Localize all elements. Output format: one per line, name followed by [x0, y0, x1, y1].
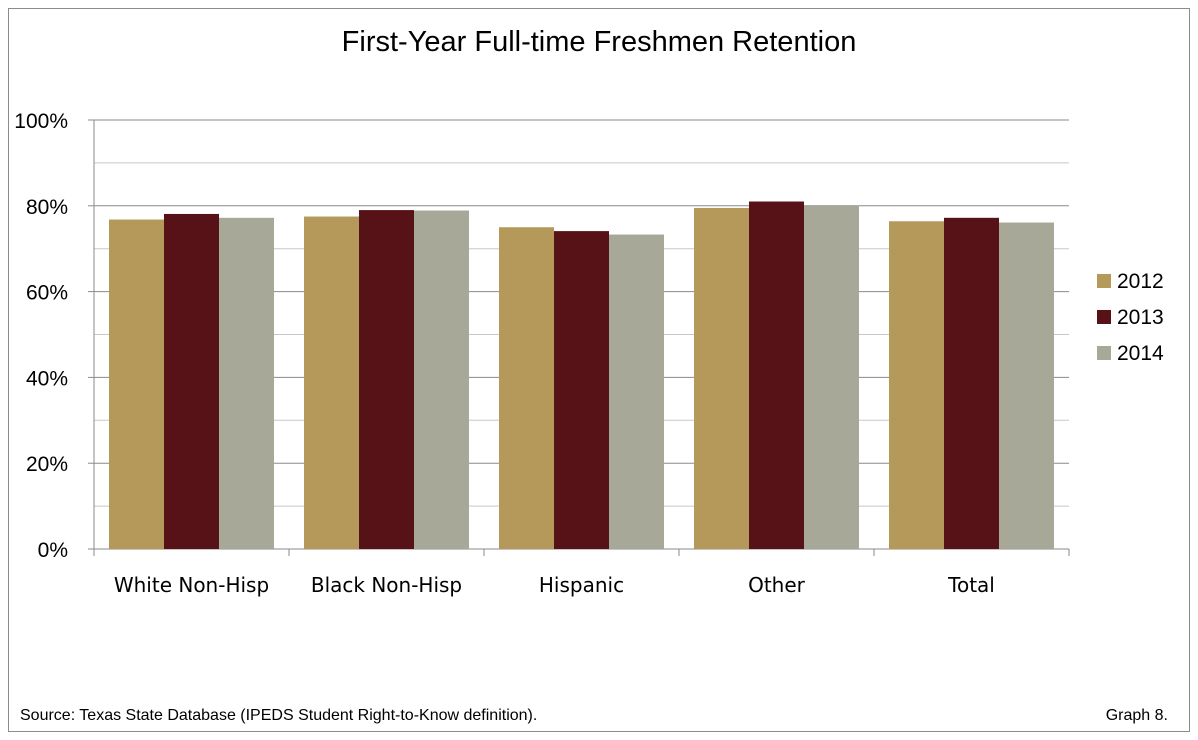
x-tick-label: White Non-Hisp: [114, 573, 269, 597]
y-tick-label: 100%: [14, 110, 68, 133]
x-tick-label: Black Non-Hisp: [311, 573, 462, 597]
bar-2014: [219, 217, 274, 549]
x-tick-label: Other: [748, 573, 806, 597]
x-tick-label: Total: [947, 573, 995, 597]
bar-2012: [499, 227, 554, 549]
bar-2012: [889, 221, 944, 549]
bar-2012: [694, 207, 749, 549]
bar-2012: [304, 216, 359, 549]
bar-2013: [554, 231, 609, 549]
y-tick-label: 40%: [26, 367, 68, 390]
x-tick-label: Hispanic: [539, 573, 624, 597]
bar-2013: [944, 217, 999, 549]
legend-label: 2014: [1117, 342, 1164, 365]
source-note: Source: Texas State Database (IPEDS Stud…: [20, 707, 538, 724]
legend-label: 2013: [1117, 306, 1164, 329]
y-tick-label: 60%: [26, 282, 68, 305]
bar-2014: [804, 205, 859, 550]
chart-title: First-Year Full-time Freshmen Retention: [341, 26, 857, 58]
bar-2014: [609, 234, 664, 549]
y-tick-label: 0%: [38, 539, 68, 562]
legend-label: 2012: [1117, 270, 1164, 293]
y-tick-label: 80%: [26, 196, 68, 219]
y-tick-label: 20%: [26, 453, 68, 476]
bar-2014: [414, 210, 469, 550]
bar-2014: [999, 222, 1054, 549]
bar-2013: [164, 213, 219, 550]
legend-swatch: [1097, 310, 1111, 324]
bar-2013: [359, 210, 414, 549]
legend-swatch: [1097, 346, 1111, 360]
chart-frame: [8, 8, 1190, 732]
bar-2013: [749, 201, 804, 549]
bar-2012: [109, 219, 164, 549]
graph-label: Graph 8.: [1105, 707, 1168, 724]
legend-swatch: [1097, 274, 1111, 288]
